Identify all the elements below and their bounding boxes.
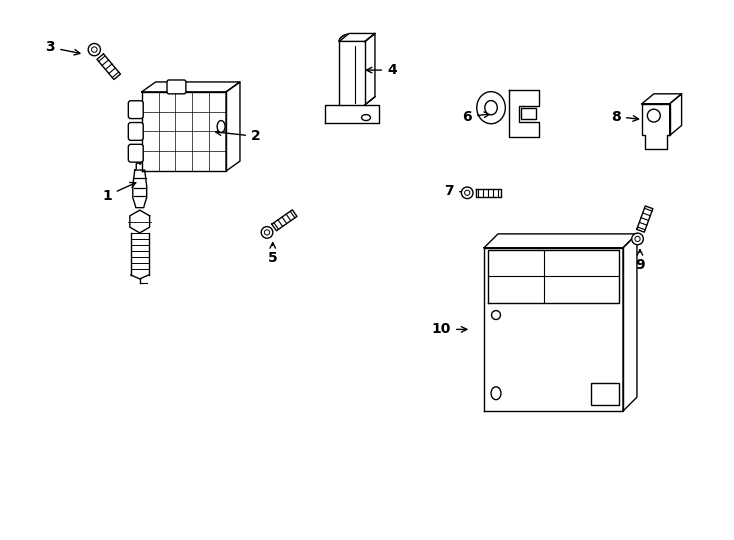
FancyBboxPatch shape bbox=[128, 101, 143, 119]
Bar bbox=[592, 383, 619, 405]
FancyBboxPatch shape bbox=[167, 80, 186, 94]
Polygon shape bbox=[142, 82, 240, 92]
Circle shape bbox=[462, 187, 473, 199]
Text: 2: 2 bbox=[216, 130, 261, 144]
Polygon shape bbox=[339, 42, 365, 113]
Circle shape bbox=[88, 44, 101, 56]
Polygon shape bbox=[623, 234, 637, 411]
Polygon shape bbox=[142, 92, 226, 171]
Ellipse shape bbox=[491, 387, 501, 400]
FancyBboxPatch shape bbox=[128, 144, 143, 162]
Circle shape bbox=[647, 109, 661, 122]
Ellipse shape bbox=[362, 114, 371, 120]
Text: 6: 6 bbox=[462, 110, 490, 124]
Polygon shape bbox=[325, 105, 379, 123]
Polygon shape bbox=[484, 234, 637, 248]
Polygon shape bbox=[272, 210, 297, 231]
Ellipse shape bbox=[484, 100, 498, 115]
Text: 1: 1 bbox=[102, 183, 136, 203]
Polygon shape bbox=[509, 90, 539, 137]
Ellipse shape bbox=[477, 92, 505, 124]
Text: 9: 9 bbox=[635, 249, 644, 272]
Polygon shape bbox=[365, 33, 375, 105]
Circle shape bbox=[632, 233, 643, 245]
Polygon shape bbox=[339, 33, 375, 42]
Polygon shape bbox=[636, 206, 653, 232]
Text: 7: 7 bbox=[445, 184, 470, 198]
FancyBboxPatch shape bbox=[137, 163, 143, 171]
Text: 10: 10 bbox=[432, 322, 467, 336]
Polygon shape bbox=[484, 248, 623, 411]
Circle shape bbox=[261, 227, 273, 238]
Text: 3: 3 bbox=[46, 40, 80, 55]
Bar bbox=[521, 108, 536, 119]
Polygon shape bbox=[97, 54, 120, 79]
Text: 4: 4 bbox=[366, 63, 396, 77]
Polygon shape bbox=[476, 189, 501, 197]
Polygon shape bbox=[133, 170, 147, 208]
Polygon shape bbox=[642, 104, 669, 149]
Polygon shape bbox=[669, 94, 682, 136]
Polygon shape bbox=[642, 94, 682, 104]
Text: 8: 8 bbox=[611, 110, 639, 124]
Text: 5: 5 bbox=[268, 242, 277, 265]
FancyBboxPatch shape bbox=[128, 123, 143, 140]
Polygon shape bbox=[339, 33, 365, 42]
Circle shape bbox=[492, 310, 501, 320]
Polygon shape bbox=[130, 210, 150, 233]
Polygon shape bbox=[226, 82, 240, 171]
Ellipse shape bbox=[217, 120, 225, 132]
